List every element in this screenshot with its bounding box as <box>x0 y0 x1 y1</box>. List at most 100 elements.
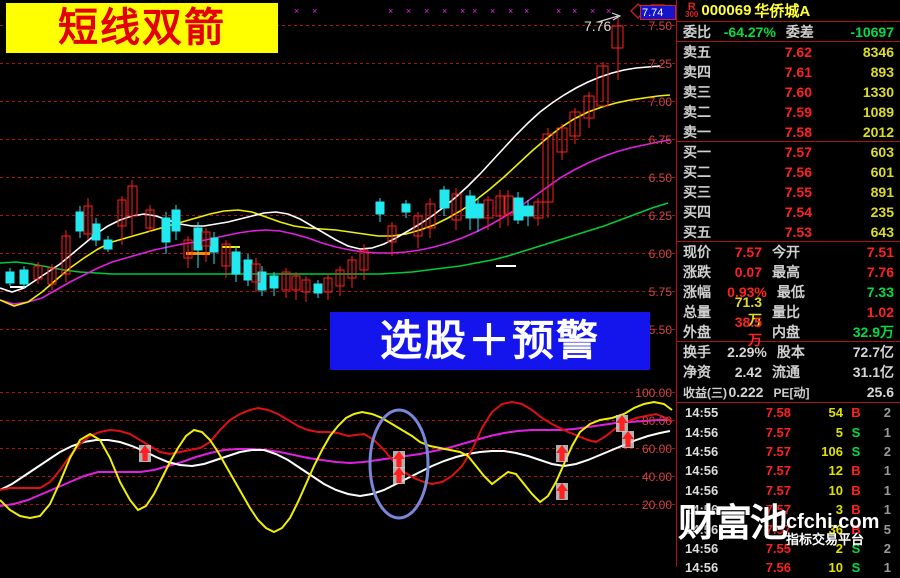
indicator-pane[interactable]: 100.00 80.00 60.00 40.00 20.00 <box>0 378 676 567</box>
ask-price: 7.59 <box>784 104 812 120</box>
ask-row[interactable]: 卖三 7.60 1330 <box>677 82 900 102</box>
ask-price: 7.58 <box>784 123 812 140</box>
diff-value: -10697 <box>850 23 894 40</box>
tick-side: B <box>851 521 861 537</box>
price-axis-tick: 6.75 <box>648 133 672 147</box>
signal-markers-row: ×× ×× ×× ×× ×× ×× ×× ×× <box>294 6 665 16</box>
ask-book[interactable]: 卖五 7.62 8346 卖四 7.61 893 卖三 7.60 1330 卖二… <box>677 42 900 142</box>
ask-row[interactable]: 卖四 7.61 893 <box>677 62 900 82</box>
promo-banner-yellow: 短线双箭 <box>6 3 278 53</box>
ratio-label: 委比 <box>683 23 711 40</box>
symbol-header[interactable]: R 300 000069 华侨城A <box>677 0 900 22</box>
fundamental-label: 股本 <box>776 344 805 360</box>
price-axis-tick: 5.75 <box>648 285 672 299</box>
tick-row[interactable]: 14:56 7.57 3 B 1 <box>677 500 900 519</box>
tick-row[interactable]: 14:55 7.58 54 B 2 <box>677 403 900 422</box>
ask-price: 7.61 <box>784 64 812 80</box>
tick-row[interactable]: 14:56 7.57 36 B 5 <box>677 519 900 538</box>
tick-volume: 54 <box>828 405 843 421</box>
ask-label: 卖二 <box>683 104 711 120</box>
tick-row[interactable]: 14:56 7.57 10 B 1 <box>677 481 900 500</box>
stat-label: 最高 <box>772 264 800 280</box>
tick-row[interactable]: 14:56 7.56 10 S 1 <box>677 558 900 577</box>
svg-text:×: × <box>606 6 611 16</box>
bid-label: 买二 <box>683 164 711 180</box>
indicator-gridlines <box>0 392 676 505</box>
indicator-axis-tick: 60.00 <box>641 442 672 456</box>
bid-row[interactable]: 买二 7.56 601 <box>677 162 900 182</box>
stat-label: 总量 <box>683 304 711 320</box>
tick-count: 1 <box>883 463 891 479</box>
svg-text:×: × <box>572 6 577 16</box>
tick-side: S <box>851 443 861 459</box>
ask-row[interactable]: 卖一 7.58 2012 <box>677 122 900 142</box>
fundamental-value: 2.29% <box>727 344 767 360</box>
tick-volume: 5 <box>835 424 843 440</box>
fundamental-value: 31.1亿 <box>852 364 894 380</box>
ask-volume: 8346 <box>862 44 894 60</box>
bid-book[interactable]: 买一 7.57 603 买二 7.56 601 买三 7.55 891 买四 7… <box>677 142 900 242</box>
stat-row: 外盘 38.5万 内盘 32.9万 <box>677 314 900 348</box>
svg-text:×: × <box>388 6 393 16</box>
indicator-axis-tick: 80.00 <box>641 414 672 428</box>
tick-row[interactable]: 14:56 7.57 12 B 1 <box>677 461 900 480</box>
bid-price: 7.55 <box>784 184 812 200</box>
high-annotation-arrow <box>597 12 622 23</box>
price-axis-tick: 7.50 <box>648 19 672 33</box>
stats-block: 现价 7.57 今开 7.51 涨跌 0.07 最高 7.76 涨幅 0.93%… <box>677 242 900 348</box>
fundamental-label: 流通 <box>772 364 800 380</box>
ask-row[interactable]: 卖五 7.62 8346 <box>677 42 900 62</box>
bid-price: 7.54 <box>784 204 812 220</box>
quote-panel[interactable]: R 300 000069 华侨城A 委比 -64.27% 委差 -10697 卖… <box>676 0 900 575</box>
tick-time: 14:56 <box>685 424 719 440</box>
tick-row[interactable]: 14:56 7.57 5 S 1 <box>677 422 900 441</box>
indicator-axis-tick: 40.00 <box>641 470 672 484</box>
bid-price: 7.56 <box>784 164 812 180</box>
ask-price: 7.62 <box>784 44 812 60</box>
tick-side: S <box>851 560 861 576</box>
tick-price: 7.56 <box>765 560 791 576</box>
tick-time: 14:56 <box>685 540 719 556</box>
stat-label: 今开 <box>772 244 800 260</box>
tick-price: 7.57 <box>765 424 791 440</box>
ma5-line <box>0 65 661 293</box>
tick-table[interactable]: 14:55 7.58 54 B 2 14:56 7.57 5 S 1 14:56… <box>677 402 900 578</box>
tick-volume: 12 <box>828 463 843 479</box>
bid-row[interactable]: 买五 7.53 643 <box>677 222 900 242</box>
ask-row[interactable]: 卖二 7.59 1089 <box>677 102 900 122</box>
bid-row[interactable]: 买一 7.57 603 <box>677 142 900 162</box>
svg-text:×: × <box>490 6 495 16</box>
price-axis-tick: 6.50 <box>648 171 672 185</box>
stat-label: 涨幅 <box>683 284 711 300</box>
tick-time: 14:56 <box>685 443 719 459</box>
symbol-name: 华侨城A <box>754 3 811 20</box>
ask-price: 7.60 <box>784 84 812 100</box>
tick-price: 7.57 <box>765 443 791 459</box>
bid-row[interactable]: 买三 7.55 891 <box>677 182 900 202</box>
indicator-avg-line <box>0 419 670 507</box>
indicator-axis-tick: 20.00 <box>641 498 672 512</box>
chart-region[interactable]: ×× ×× ×× ×× ×× ×× ×× ×× <box>0 0 676 567</box>
tick-price: 7.57 <box>765 502 791 518</box>
tick-volume: 106 <box>821 443 843 459</box>
price-chart-pane[interactable]: ×× ×× ×× ×× ×× ×× ×× ×× <box>0 0 676 378</box>
ask-label: 卖三 <box>683 84 711 100</box>
tick-count: 2 <box>883 540 891 556</box>
price-axis-tick: 7.00 <box>648 95 672 109</box>
stat-label: 现价 <box>683 244 711 260</box>
svg-text:×: × <box>406 6 411 16</box>
bid-row[interactable]: 买四 7.54 235 <box>677 202 900 222</box>
price-gridlines <box>0 25 676 330</box>
fundamental-label: PE[动] <box>773 385 810 400</box>
high-price-annotation: 7.76 <box>584 18 612 34</box>
stat-value: 7.51 <box>866 244 894 260</box>
tick-count: 1 <box>883 560 891 576</box>
bid-volume: 235 <box>870 204 894 220</box>
indicator-axis-tick: 100.00 <box>635 386 672 400</box>
ask-volume: 1330 <box>862 84 894 100</box>
ask-volume: 1089 <box>862 104 894 120</box>
fundamentals-block: 换手 2.29% 股本 72.7亿 净资 2.42 流通 31.1亿 收益(三)… <box>677 342 900 402</box>
tick-row[interactable]: 14:56 7.57 106 S 2 <box>677 442 900 461</box>
stat-label: 量比 <box>772 304 800 320</box>
tick-row[interactable]: 14:56 7.55 2 S 2 <box>677 539 900 558</box>
